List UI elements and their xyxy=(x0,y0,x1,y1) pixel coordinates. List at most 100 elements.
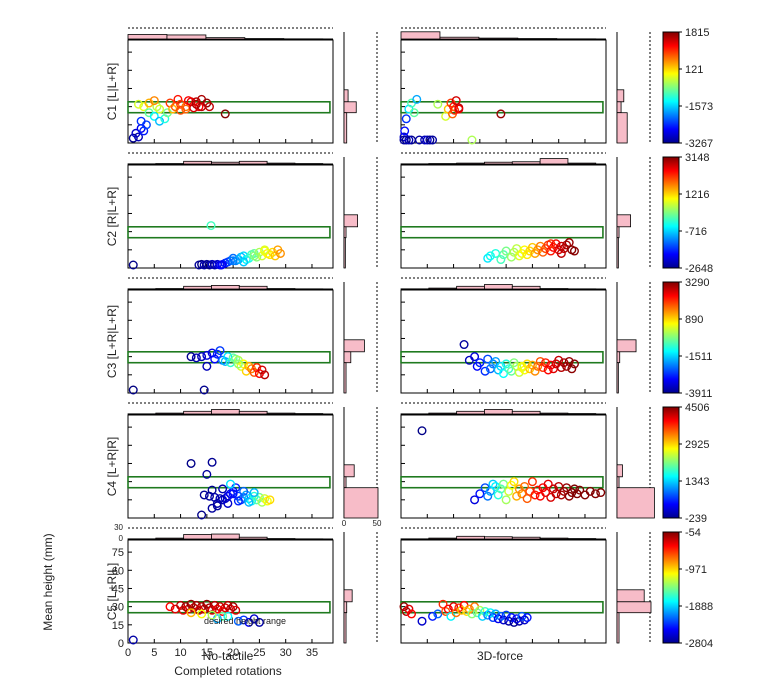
chart-7-top-hist-bar xyxy=(211,409,240,415)
chart-1-scatter-point xyxy=(220,109,230,119)
chart-5-scatter-point xyxy=(233,359,243,369)
chart-9-y-tick-label: 45 xyxy=(112,583,124,595)
chart-8-scatter-point xyxy=(470,495,480,505)
chart-3-scatter-point xyxy=(260,245,270,255)
chart-6-scatter-point xyxy=(470,352,480,362)
chart-8-scatter-point xyxy=(483,491,493,501)
y-outer-label: Mean height (mm) xyxy=(41,533,55,630)
chart-4-scatter-point xyxy=(569,246,579,256)
chart-3-colorbar xyxy=(662,156,680,269)
chart-1-top-hist-bar xyxy=(205,37,246,40)
chart-3-colorbar-tick-label: -2648 xyxy=(685,263,713,275)
chart-2-scatter-point xyxy=(409,108,419,118)
chart-8-side-hist-bar xyxy=(616,464,623,478)
chart-6-scatter-point xyxy=(562,361,572,371)
chart-1-scatter-point xyxy=(176,99,186,109)
chart-5-colorbar-tick-label: 3290 xyxy=(685,277,709,289)
chart-4-scatter-point xyxy=(485,251,495,261)
chart-1-scatter-point xyxy=(173,94,183,104)
chart-4-top-hist-bar xyxy=(511,161,541,165)
chart-8-scatter-point xyxy=(417,426,427,436)
chart-9-scatter-point xyxy=(233,616,243,626)
chart-1-axes-box xyxy=(127,39,334,144)
chart-8-scatter-point xyxy=(548,484,558,494)
chart-3-scatter-point xyxy=(239,257,249,267)
chart-6-top-hist-bar xyxy=(456,285,485,290)
chart-7-scatter-point xyxy=(204,491,214,501)
chart-10-scatter-point xyxy=(407,609,417,619)
chart-8-scatter-point xyxy=(501,495,511,505)
chart-5-scatter-point xyxy=(191,353,201,363)
chart-10-scatter-point xyxy=(485,608,495,618)
chart-3-scatter-point xyxy=(275,248,285,258)
chart-5-top-hist-bar xyxy=(238,285,268,290)
chart-7-scatter-point xyxy=(207,503,217,513)
chart-2-side-hist-bar xyxy=(616,112,628,144)
chart-9-x-tick-label: 30 xyxy=(280,647,292,659)
chart-2-top-hist-bar xyxy=(478,37,519,40)
chart-6-scatter-point xyxy=(459,340,469,350)
chart-7-scatter-point xyxy=(225,489,235,499)
chart-9-x-tick-label: 10 xyxy=(174,647,186,659)
chart-7-scatter-point xyxy=(244,497,254,507)
chart-8-scatter-point xyxy=(488,479,498,489)
chart-1-colorbar-tick-label: 121 xyxy=(685,64,703,76)
chart-10-scatter-point xyxy=(451,608,461,618)
chart-8-top-hist-bar xyxy=(428,412,458,415)
chart-1-top-hist-bar xyxy=(166,34,207,40)
chart-2-scatter-point xyxy=(422,135,432,145)
chart-4-scatter-point xyxy=(483,253,493,263)
chart-9-scatter-point xyxy=(165,602,175,612)
chart-7-scatter-point xyxy=(228,489,238,499)
chart-7-top-hist-bar xyxy=(266,412,296,415)
chart-1-row-label: C1 [L|L+R] xyxy=(105,63,119,120)
chart-10-scatter-point xyxy=(428,611,438,621)
chart-7-colorbar xyxy=(662,406,680,519)
chart-4-side-hist-bar xyxy=(616,214,632,228)
top-hist-tick-label: 30 xyxy=(114,523,123,532)
chart-7-colorbar-tick-label: -239 xyxy=(685,513,707,525)
chart-3-top-hist-bar xyxy=(183,160,212,165)
chart-6-top-hist-bar xyxy=(428,287,458,290)
chart-8-axes-box xyxy=(400,414,607,519)
chart-3-row-label: C2 [R|L+R] xyxy=(105,187,119,246)
chart-6-scatter-point xyxy=(504,364,514,374)
chart-9-scatter-point xyxy=(176,600,186,610)
chart-4-side-hist-bar xyxy=(616,226,620,239)
chart-3-desired-band xyxy=(127,226,331,239)
chart-7-side-hist-bar xyxy=(343,476,347,489)
chart-4-side-hist-bar xyxy=(616,237,619,269)
chart-9-y-tick-label: 60 xyxy=(112,565,124,577)
chart-8-side-hist-bar xyxy=(616,487,655,519)
chart-6-scatter-point xyxy=(488,359,498,369)
chart-7-top-hist-bar xyxy=(155,412,185,415)
chart-5-colorbar-tick-label: -1511 xyxy=(685,351,712,363)
chart-3-scatter-point xyxy=(265,250,275,260)
chart-8-scatter-point xyxy=(590,489,600,499)
x-label-left-line2: Completed rotations xyxy=(174,664,281,678)
chart-6-scatter-point xyxy=(567,364,577,374)
chart-4-top-hist-bar xyxy=(484,161,513,165)
chart-2-scatter-point xyxy=(425,135,435,145)
chart-1-scatter-point xyxy=(134,99,144,109)
chart-9-top-hist-bar xyxy=(183,534,212,540)
chart-5-scatter-point xyxy=(197,352,207,362)
chart-9-scatter-point xyxy=(207,605,217,615)
chart-7-scatter-point xyxy=(218,484,228,494)
chart-9-scatter-point xyxy=(207,610,217,620)
chart-9-y-tick-label: 75 xyxy=(112,547,124,559)
chart-9-scatter-point xyxy=(239,615,249,625)
chart-9-scatter-point xyxy=(223,611,233,621)
chart-2-top-hist-bar xyxy=(400,31,441,40)
chart-5-scatter-point xyxy=(186,352,196,362)
chart-8-scatter-point xyxy=(543,479,553,489)
chart-1-scatter-point xyxy=(149,111,159,121)
chart-7-scatter-point xyxy=(186,458,196,468)
chart-9-scatter-point xyxy=(218,611,228,621)
chart-2-top-hist-bar xyxy=(439,36,480,40)
chart-6-side-hist-bar xyxy=(616,351,621,364)
chart-3-axes-box xyxy=(127,164,334,269)
chart-1-colorbar xyxy=(662,31,680,144)
chart-3-scatter-point xyxy=(128,260,138,270)
chart-7-scatter-point xyxy=(215,494,225,504)
